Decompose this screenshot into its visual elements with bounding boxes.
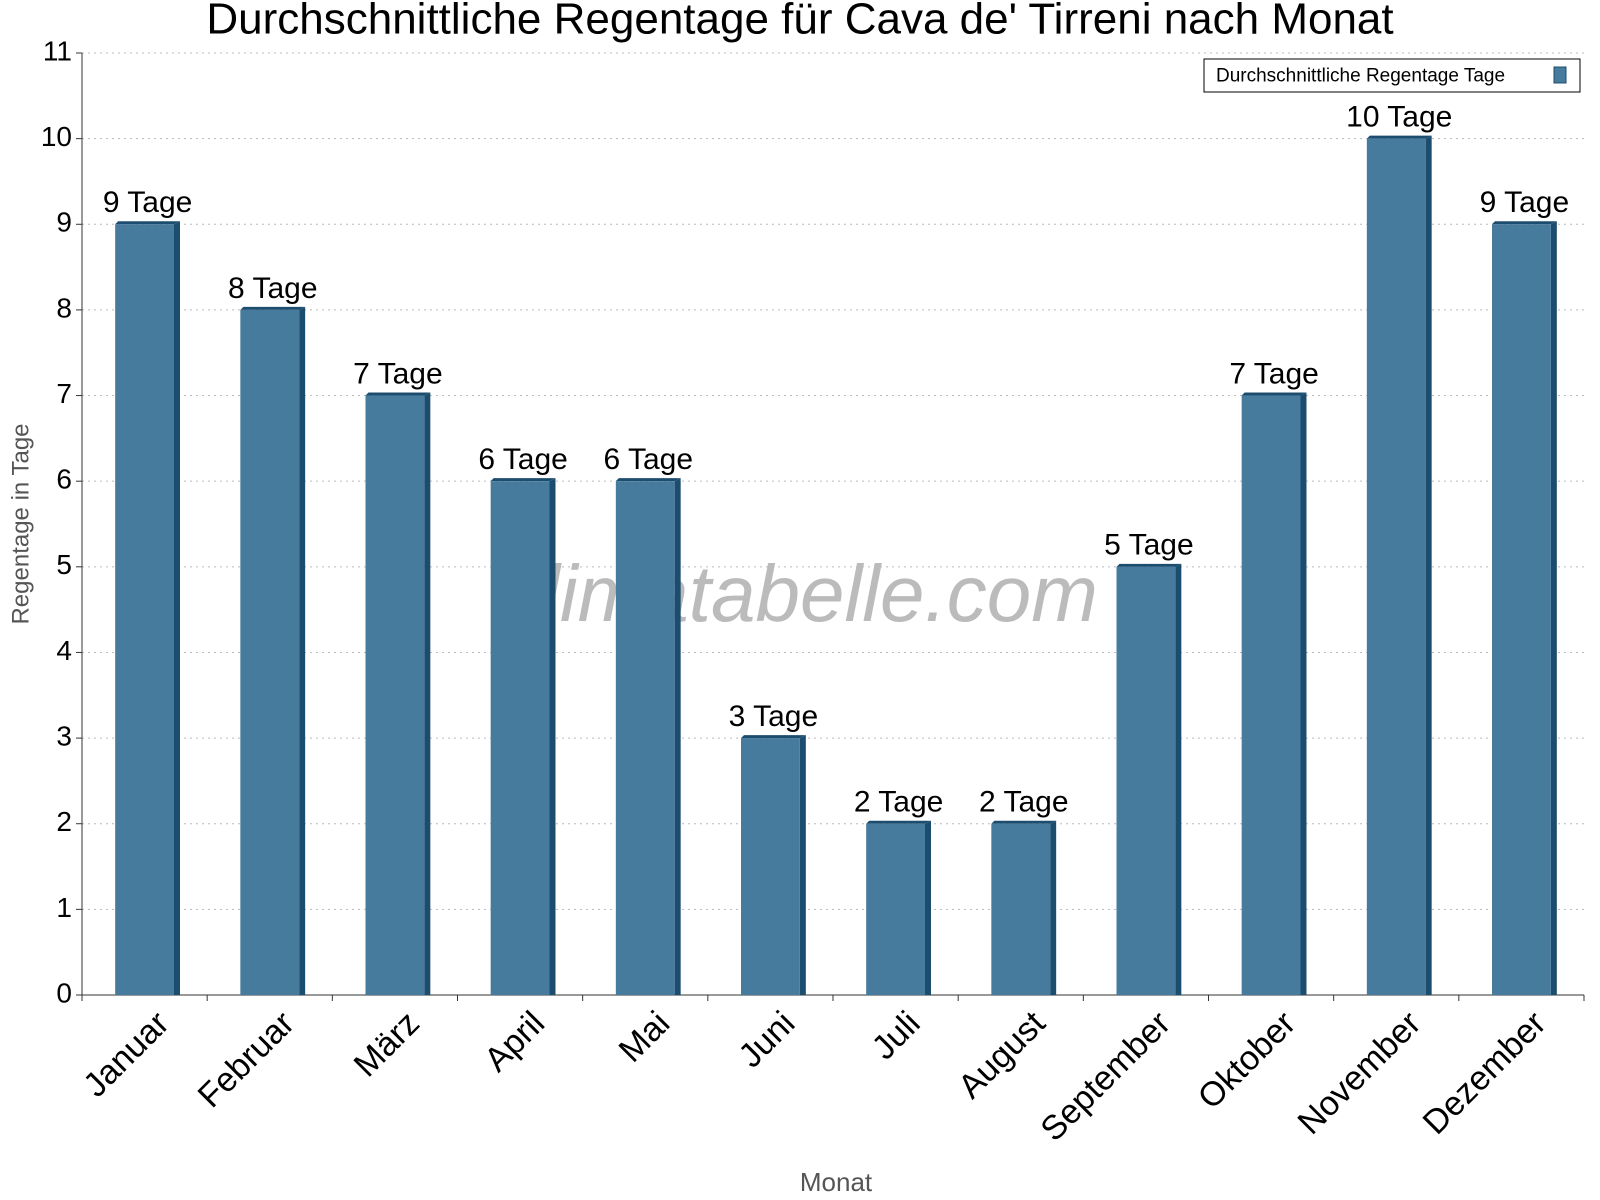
bar-top <box>741 735 806 739</box>
bar-side <box>674 478 681 995</box>
bar <box>1241 395 1301 996</box>
bar-top <box>615 478 681 482</box>
y-tick-label: 3 <box>56 720 72 751</box>
bar-top <box>866 820 931 824</box>
bar-top <box>1366 135 1432 139</box>
x-tick-label: April <box>477 1004 552 1079</box>
x-tick-label: Juni <box>731 1004 802 1075</box>
bar-top <box>991 820 1057 824</box>
x-tick-label: August <box>951 1004 1053 1106</box>
bar-top <box>1492 221 1557 225</box>
x-tick-label: Dezember <box>1416 1004 1554 1142</box>
x-tick-label: November <box>1290 1004 1428 1142</box>
bar <box>240 309 300 996</box>
bar-top <box>365 392 431 396</box>
value-label: 6 Tage <box>478 443 568 476</box>
bar-side <box>424 392 431 996</box>
bar-side <box>1050 820 1057 995</box>
y-tick-label: 2 <box>56 806 72 837</box>
bar-top <box>240 306 306 310</box>
bar-top <box>115 221 180 225</box>
y-tick-label: 5 <box>56 549 72 580</box>
x-axis-title: Monat <box>800 1167 873 1197</box>
bar-side <box>299 306 306 996</box>
y-tick-label: 11 <box>43 35 72 66</box>
bar <box>741 738 800 995</box>
bar-side <box>549 478 556 995</box>
bar <box>1366 138 1426 996</box>
y-tick-label: 0 <box>56 977 72 1008</box>
value-label: 2 Tage <box>979 786 1069 819</box>
x-tick-label: Januar <box>76 1004 176 1104</box>
y-tick-label: 8 <box>56 292 72 323</box>
value-label: 9 Tage <box>1480 186 1570 219</box>
y-tick-label: 7 <box>56 378 72 409</box>
value-label: 6 Tage <box>603 443 693 476</box>
value-label: 2 Tage <box>854 786 944 819</box>
bar <box>115 224 174 996</box>
y-tick-label: 1 <box>56 892 72 923</box>
y-tick-label: 4 <box>56 635 72 666</box>
y-tick-label: 6 <box>56 464 72 495</box>
y-axis-title: Regentage in Tage <box>7 423 34 624</box>
bar-side <box>1425 135 1432 996</box>
x-tick-label: Juli <box>865 1004 928 1067</box>
bar-top <box>1241 392 1307 396</box>
y-tick-label: 10 <box>41 121 72 152</box>
legend-swatch <box>1553 66 1567 84</box>
x-tick-label: Oktober <box>1191 1004 1303 1116</box>
x-tick-label: Februar <box>191 1004 302 1115</box>
bar <box>490 481 550 995</box>
value-label: 8 Tage <box>228 272 318 305</box>
bar <box>615 481 675 995</box>
bar-side <box>1175 563 1182 995</box>
bar-side <box>1300 392 1307 996</box>
value-label: 5 Tage <box>1104 529 1194 562</box>
bar-side <box>173 221 180 996</box>
bar-side <box>924 820 931 995</box>
chart-title: Durchschnittliche Regentage für Cava de'… <box>206 0 1393 44</box>
value-label: 7 Tage <box>353 357 443 390</box>
bar-top <box>490 478 556 482</box>
legend-label: Durchschnittliche Regentage Tage <box>1216 66 1505 87</box>
bar-side <box>1550 221 1557 996</box>
value-label: 7 Tage <box>1229 357 1319 390</box>
x-tick-label: September <box>1033 1004 1177 1148</box>
watermark: klimatabelle.com <box>502 549 1098 638</box>
legend-box <box>1203 58 1581 93</box>
bar <box>866 823 925 995</box>
x-tick-label: Mai <box>612 1004 678 1070</box>
value-label: 10 Tage <box>1346 101 1452 134</box>
bar-side <box>799 735 806 995</box>
bar-top <box>1116 563 1182 567</box>
bar <box>991 823 1051 995</box>
bar <box>1492 224 1551 996</box>
bar <box>1116 566 1176 995</box>
x-tick-label: März <box>347 1004 427 1084</box>
value-label: 3 Tage <box>729 700 819 733</box>
y-tick-label: 9 <box>56 207 72 238</box>
value-label: 9 Tage <box>103 186 193 219</box>
bar <box>365 395 425 996</box>
